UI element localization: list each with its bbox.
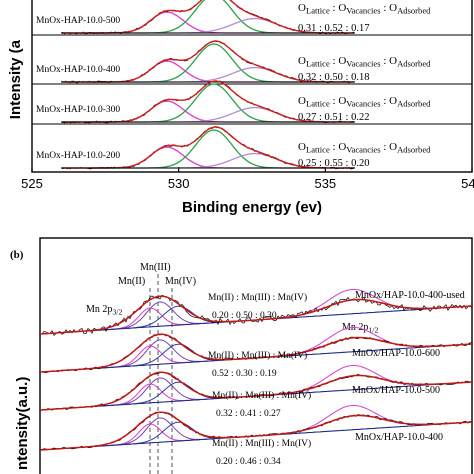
x-tick-label: 535 [314,176,336,191]
ratio-header: OLattice : OVacancies : OAdsorbed [298,2,431,16]
vacancy-peak [90,43,326,83]
fit-envelope [39,411,473,451]
lattice-peak [90,60,326,83]
adsorbed-peak [90,17,326,34]
sample-label: MnOx-HAP-10.0-500 [36,16,120,26]
panel-b-label: (b) [10,249,24,261]
ratio-values: 0.27 : 0.51 : 0.22 [298,112,369,123]
ratio-values: 0.20 : 0.46 : 0.34 [216,457,281,467]
panel-a: 525 530 535 540 Binding energy (ev) Intensity… [7,0,474,216]
ratio-values: 0.32 : 0.50 : 0.18 [298,72,369,83]
lattice-peak [90,11,326,34]
mn4-component [127,421,229,445]
mn3-component [109,339,211,368]
mn3-component [109,301,211,330]
x-axis-label: Binding energy (ev) [182,199,322,216]
adsorbed-peak [90,152,326,169]
fit-envelope [39,371,473,411]
oxidation-state-label: Mn(II) [118,276,145,287]
x-tick-label: 530 [168,176,190,191]
oxidation-state-label: Mn(III) [140,262,171,273]
ratio-header: Mn(II) : Mn(III) : Mn(IV) [212,390,311,401]
mn2p32-label: Mn 2p3/2 [86,304,122,317]
x-tick-label: 525 [21,176,43,191]
ratio-header: OLattice : OVacancies : OAdsorbed [298,141,431,155]
ratio-values: 0.31 : 0.52 : 0.17 [298,23,369,34]
sample-label: MnOx/HAP-10.0-400-used [355,290,465,301]
mn3-component [109,417,211,446]
vacancy-peak [90,83,326,123]
oxidation-state-label: Mn(IV) [165,276,196,287]
adsorbed-peak [90,106,326,123]
sample-label: MnOx/HAP-10.0-600 [352,348,440,359]
vacancy-peak [90,129,326,169]
ratio-header: Mn(II) : Mn(III) : Mn(IV) [212,438,311,449]
sample-label: MnOx-HAP-10.0-400 [36,65,120,75]
lattice-peak [90,146,326,169]
y-axis-label: Intensity (a [7,39,24,119]
adsorbed-peak [90,66,326,83]
satellite-component [301,288,403,315]
ratio-values: 0.32 : 0.41 : 0.27 [216,409,281,419]
sample-label: MnOx-HAP-10.0-200 [36,151,120,161]
ratio-header: Mn(II) : Mn(III) : Mn(IV) [208,292,307,303]
panel-b: (b) ntensity(a.u.) Mn(II) Mn(III) Mn(IV) Mn 2… [10,237,473,474]
ratio-header: OLattice : OVacancies : OAdsorbed [298,55,431,69]
satellite-component [301,326,403,353]
fit-envelope [39,333,473,373]
ratio-values: 0.20 : 0.50 : 0.30 [212,311,277,321]
ratio-values: 0.25 : 0.55 : 0.20 [298,158,369,169]
sample-label: MnOx-HAP-10.0-300 [36,105,120,115]
ratio-header: Mn(II) : Mn(III) : Mn(IV) [208,350,307,361]
ratio-values: 0.52 : 0.30 : 0.19 [212,369,277,379]
sample-label: MnOx/HAP-10.0-500 [352,385,440,396]
y-axis-label-b: ntensity(a.u.) [14,377,31,470]
mn4-component [127,343,229,367]
ratio-header: OLattice : OVacancies : OAdsorbed [298,95,431,109]
satellite-component [301,404,403,431]
x-tick-label: 540 [461,176,474,191]
fit-envelope [39,295,473,335]
mn3-component [109,377,211,406]
plot-frame-b [39,237,473,474]
sample-label: MnOx/HAP-10.0-400 [355,432,443,443]
satellite-component [301,364,403,391]
